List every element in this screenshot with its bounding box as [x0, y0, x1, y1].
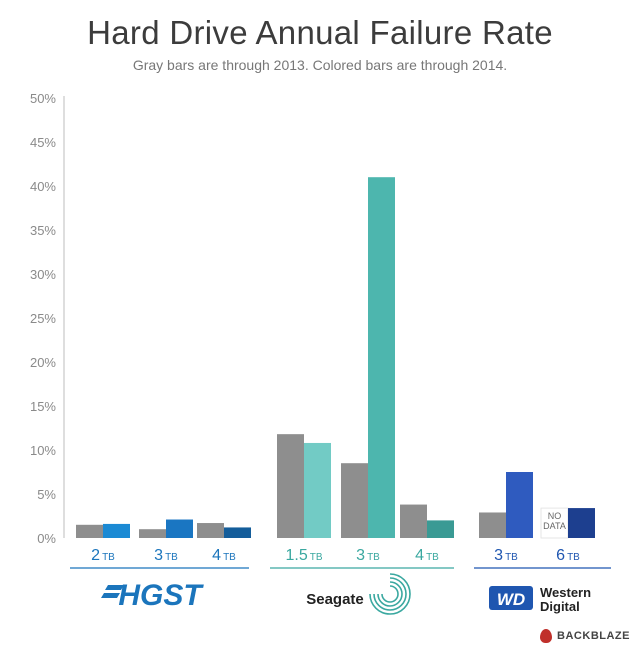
drive-size-label: 4 TB	[415, 547, 439, 564]
color-bar-2014	[568, 508, 595, 538]
hgst-wing-icon	[101, 585, 124, 598]
y-tick-label: 20%	[30, 355, 56, 370]
wd-badge-label: WD	[497, 590, 525, 609]
wd-logo-line2: Digital	[540, 599, 580, 614]
y-tick-label: 0%	[37, 531, 56, 546]
gray-bar-2013	[479, 512, 506, 538]
color-bar-2014	[304, 442, 331, 538]
y-tick-label: 10%	[30, 443, 56, 458]
gray-bar-2013	[400, 504, 427, 538]
gray-bar-2013	[277, 434, 304, 538]
no-data-label: NO	[548, 511, 562, 521]
color-bar-2014	[166, 519, 193, 538]
gray-bar-2013	[139, 529, 166, 538]
drive-size-label: 3 TB	[356, 547, 380, 564]
seagate-swirl-icon	[377, 581, 403, 607]
gray-bar-2013	[76, 524, 103, 538]
drive-size-label: 4 TB	[212, 547, 236, 564]
credit-label: BACKBLAZE	[557, 630, 630, 642]
flame-icon	[540, 629, 553, 643]
drive-size-label: 3 TB	[494, 547, 518, 564]
y-tick-label: 30%	[30, 267, 56, 282]
drive-size-label: 2 TB	[91, 547, 115, 564]
seagate-swirl-icon	[373, 577, 407, 611]
color-bar-2014	[224, 527, 251, 538]
wd-logo-line1: Western	[540, 585, 591, 600]
backblaze-credit: BACKBLAZE	[540, 629, 630, 643]
color-bar-2014	[506, 472, 533, 538]
color-bar-2014	[427, 520, 454, 538]
seagate-swirl-icon	[369, 573, 411, 615]
y-tick-label: 5%	[37, 487, 56, 502]
drive-size-label: 6 TB	[556, 547, 580, 564]
color-bar-2014	[368, 177, 395, 538]
drive-size-label: 3 TB	[154, 547, 178, 564]
y-tick-label: 15%	[30, 399, 56, 414]
wd-badge-icon	[489, 586, 533, 610]
seagate-logo: Seagate	[306, 591, 364, 608]
seagate-swirl-icon	[381, 585, 399, 603]
y-tick-label: 50%	[30, 91, 56, 106]
gray-bar-2013	[197, 523, 224, 538]
y-tick-label: 40%	[30, 179, 56, 194]
color-bar-2014	[103, 523, 130, 538]
hgst-logo: HGST	[118, 579, 204, 612]
chart-subtitle: Gray bars are through 2013. Colored bars…	[132, 57, 508, 73]
gray-bar-2013	[341, 463, 368, 538]
y-tick-label: 45%	[30, 135, 56, 150]
y-tick-label: 25%	[30, 311, 56, 326]
chart-title: Hard Drive Annual Failure Rate	[87, 14, 553, 51]
drive-size-label: 1.5 TB	[285, 547, 322, 564]
no-data-label: DATA	[543, 521, 566, 531]
y-tick-label: 35%	[30, 223, 56, 238]
